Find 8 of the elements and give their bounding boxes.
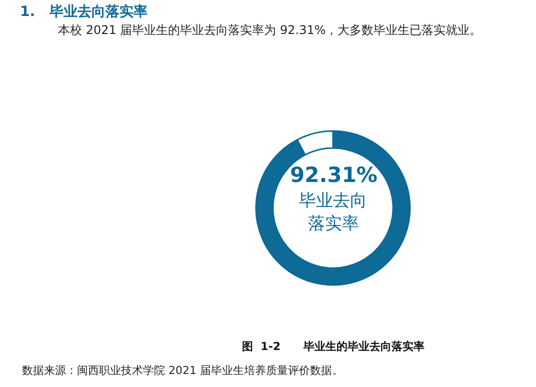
caption: 图 1-2 毕业生的毕业去向落实率: [242, 340, 425, 353]
source-note: 数据来源：闽西职业技术学院 2021 届毕业生培养质量评价数据。: [22, 364, 343, 377]
chart-subtitle: 本校 2021 届毕业生的毕业去向落实率为 92.31%，大多数毕业生已落实就业。: [58, 23, 482, 37]
text: 毕业去向: [299, 191, 367, 211]
text: 92.31%: [290, 163, 378, 187]
donut-slice: [255, 130, 411, 286]
text: 落实率: [308, 214, 359, 234]
text: 1. 毕业去向落实率: [20, 2, 148, 20]
